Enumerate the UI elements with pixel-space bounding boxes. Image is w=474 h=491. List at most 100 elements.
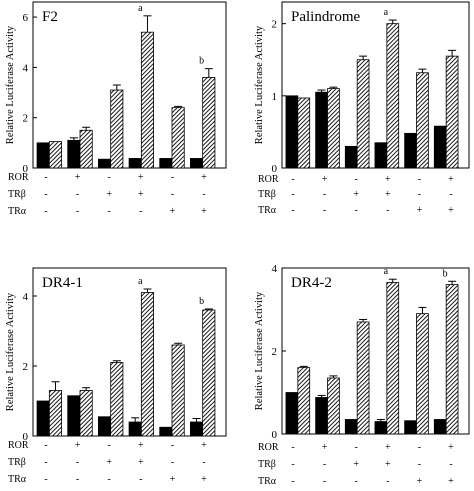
- condition-mark: +: [448, 476, 454, 487]
- y-tick-label: 0: [272, 429, 278, 441]
- condition-mark: +: [385, 189, 391, 200]
- bar-solid: [433, 419, 447, 435]
- condition-mark: -: [171, 189, 174, 200]
- panel-3: 0 2 4 Relative Luciferase Activity DR4-1 a b RO…: [5, 267, 227, 485]
- condition-mark: +: [322, 174, 328, 185]
- condition-mark: -: [76, 474, 79, 485]
- bar-solid: [67, 395, 81, 437]
- condition-mark: -: [418, 442, 421, 453]
- condition-mark: -: [139, 474, 142, 485]
- condition-mark: -: [76, 189, 79, 200]
- significance-label: a: [384, 266, 389, 277]
- condition-mark: -: [44, 189, 47, 200]
- condition-mark: -: [108, 474, 111, 485]
- bar-hatched: [416, 72, 429, 169]
- bar-hatched: [171, 107, 185, 169]
- y-tick-label: 0: [23, 163, 29, 175]
- condition-label: TRβ: [8, 457, 26, 468]
- bar-solid: [67, 139, 81, 169]
- bar-solid: [315, 91, 328, 169]
- condition-label: TRα: [258, 476, 277, 487]
- condition-mark: -: [44, 474, 47, 485]
- condition-label: TRα: [8, 206, 27, 217]
- significance-label: a: [138, 276, 143, 287]
- bar-solid: [404, 132, 417, 169]
- significance-label: b: [199, 56, 204, 67]
- bar-solid: [36, 400, 50, 437]
- condition-label: ROR: [258, 174, 279, 185]
- condition-mark: -: [291, 476, 294, 487]
- bar-hatched: [297, 97, 311, 169]
- panel-title: DR4-2: [291, 275, 332, 291]
- bar-solid: [433, 125, 447, 169]
- condition-mark: -: [108, 206, 111, 217]
- y-tick-label: 0: [23, 431, 29, 443]
- panel-title: F2: [42, 9, 58, 25]
- condition-mark: -: [202, 457, 205, 468]
- condition-mark: -: [386, 476, 389, 487]
- bar-hatched: [386, 282, 400, 435]
- condition-mark: +: [138, 172, 144, 183]
- condition-mark: +: [75, 440, 81, 451]
- condition-mark: -: [323, 476, 326, 487]
- bar-hatched: [327, 88, 340, 169]
- bar-solid: [344, 145, 358, 169]
- condition-mark: -: [418, 459, 421, 470]
- condition-mark: -: [323, 189, 326, 200]
- bar-solid: [98, 158, 112, 169]
- condition-mark: +: [170, 474, 176, 485]
- condition-mark: -: [171, 457, 174, 468]
- bar-hatched: [356, 321, 370, 435]
- condition-mark: -: [323, 459, 326, 470]
- condition-mark: -: [108, 440, 111, 451]
- significance-label: b: [443, 268, 448, 279]
- condition-mark: +: [353, 189, 359, 200]
- bar-solid: [285, 95, 299, 169]
- condition-mark: -: [323, 205, 326, 216]
- panel-2: 0 1 2 Relative Luciferase Activity Palindrom…: [254, 1, 470, 216]
- y-tick-label: 6: [23, 12, 29, 24]
- bar-solid: [374, 142, 388, 169]
- bar-solid: [36, 142, 50, 169]
- condition-label: TRα: [8, 474, 27, 485]
- condition-mark: -: [171, 172, 174, 183]
- condition-mark: -: [291, 174, 294, 185]
- bar-hatched: [110, 362, 124, 437]
- condition-mark: -: [44, 440, 47, 451]
- condition-mark: +: [417, 205, 423, 216]
- condition-mark: -: [449, 459, 452, 470]
- condition-mark: -: [355, 174, 358, 185]
- y-tick-label: 2: [272, 346, 278, 358]
- condition-mark: +: [201, 440, 207, 451]
- panel-1: 0 2 4 6 Relative Luciferase Activity F2 a b ROR -…: [5, 1, 227, 217]
- condition-mark: -: [355, 205, 358, 216]
- condition-mark: -: [418, 189, 421, 200]
- significance-label: b: [199, 296, 204, 307]
- bar-solid: [189, 421, 204, 437]
- condition-mark: -: [291, 205, 294, 216]
- condition-mark: -: [44, 457, 47, 468]
- condition-mark: +: [138, 440, 144, 451]
- bar-hatched: [171, 344, 185, 437]
- condition-mark: -: [76, 457, 79, 468]
- y-tick-label: 2: [23, 113, 29, 125]
- condition-mark: -: [291, 459, 294, 470]
- bar-hatched: [327, 377, 340, 435]
- panel-title: DR4-1: [42, 275, 83, 291]
- condition-mark: +: [201, 172, 207, 183]
- condition-mark: +: [448, 205, 454, 216]
- y-tick-label: 2: [23, 361, 29, 373]
- bar-solid: [374, 421, 388, 435]
- bar-hatched: [48, 141, 62, 169]
- condition-mark: +: [75, 172, 81, 183]
- y-tick-label: 1: [272, 91, 278, 103]
- bar-hatched: [79, 390, 93, 437]
- bar-hatched: [356, 59, 370, 169]
- condition-mark: +: [385, 459, 391, 470]
- condition-mark: +: [138, 457, 144, 468]
- y-axis-label: Relative Luciferase Activity: [5, 292, 16, 411]
- condition-mark: +: [385, 442, 391, 453]
- condition-mark: +: [448, 442, 454, 453]
- condition-mark: -: [44, 206, 47, 217]
